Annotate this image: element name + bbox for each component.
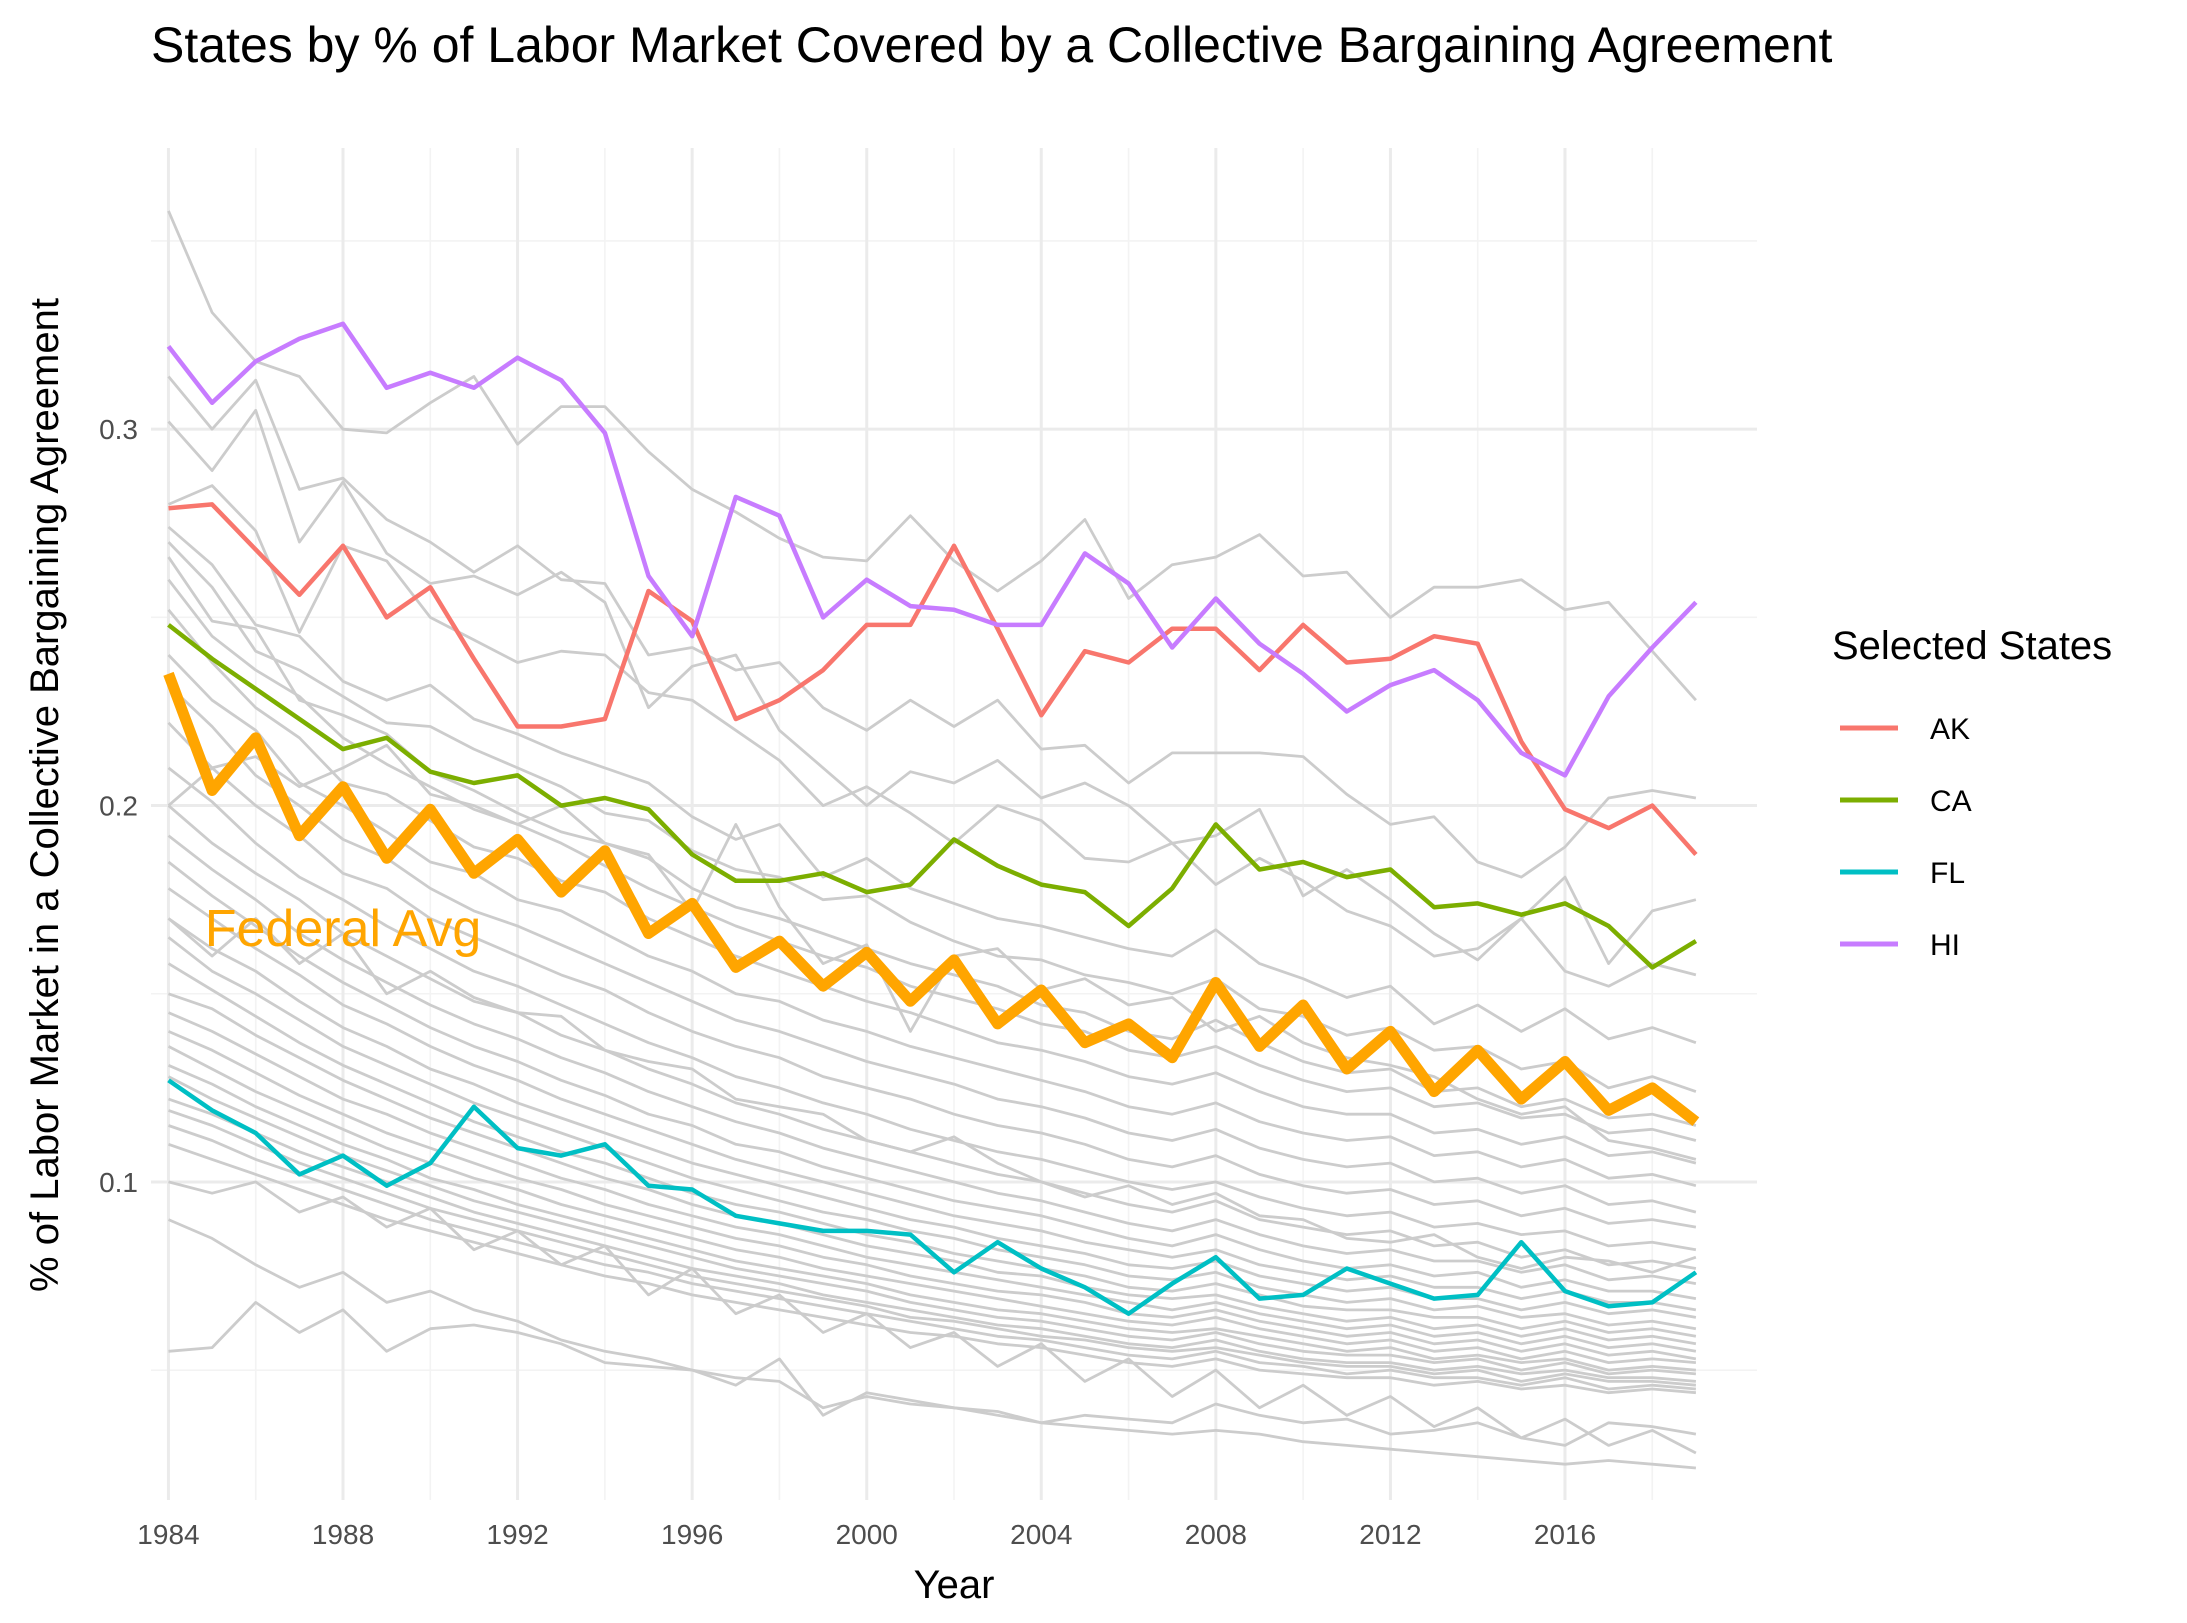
legend-label-fl: FL bbox=[1930, 857, 1965, 890]
chart-title: States by % of Labor Market Covered by a… bbox=[151, 17, 1833, 73]
x-tick-label: 2008 bbox=[1185, 1519, 1247, 1550]
legend-title: Selected States bbox=[1832, 624, 2112, 668]
other-states-lines bbox=[167, 210, 1697, 1470]
other-state-line-28 bbox=[168, 1109, 1697, 1387]
other-state-line-23 bbox=[167, 1030, 1697, 1361]
other-state-line-32 bbox=[167, 1218, 1697, 1447]
series-line-ak bbox=[168, 502, 1698, 856]
other-state-line-10 bbox=[167, 654, 1697, 1188]
x-tick-label: 2016 bbox=[1534, 1519, 1596, 1550]
other-state-line-21 bbox=[168, 992, 1697, 1346]
other-state-line-33 bbox=[168, 1301, 1697, 1470]
federal-avg-line bbox=[163, 671, 1700, 1127]
other-state-line-14 bbox=[167, 804, 1697, 1270]
x-tick-label: 2000 bbox=[836, 1519, 898, 1550]
other-state-line-24 bbox=[167, 1045, 1697, 1364]
other-state-line-17 bbox=[167, 887, 1697, 1312]
x-axis-title: Year bbox=[914, 1563, 995, 1607]
series-line-fl bbox=[167, 1078, 1698, 1316]
other-state-line-5 bbox=[167, 525, 1697, 1045]
grid-minor bbox=[151, 148, 1757, 1500]
y-tick-label: 0.2 bbox=[99, 791, 138, 822]
other-state-line-22 bbox=[167, 1011, 1697, 1353]
y-axis-ticks: 0.1 0.2 0.3 bbox=[99, 414, 138, 1198]
other-state-line-20 bbox=[167, 962, 1697, 1338]
x-tick-label: 1996 bbox=[661, 1519, 723, 1550]
other-state-line-25 bbox=[167, 1064, 1697, 1372]
other-state-line-13 bbox=[167, 766, 1697, 1252]
selected-state-lines bbox=[166, 321, 1698, 1316]
x-tick-label: 1984 bbox=[137, 1519, 199, 1550]
x-tick-label: 1992 bbox=[486, 1519, 548, 1550]
other-state-line-26 bbox=[167, 1075, 1697, 1376]
other-state-line-29 bbox=[168, 1124, 1697, 1391]
x-tick-label: 2012 bbox=[1359, 1519, 1421, 1550]
legend-label-ca: CA bbox=[1930, 785, 1972, 818]
legend-label-ak: AK bbox=[1930, 713, 1970, 746]
other-state-line-30 bbox=[168, 1142, 1697, 1395]
x-axis-ticks: 1984 1988 1992 1996 2000 2004 2008 2012 2016 bbox=[137, 1519, 1596, 1550]
y-tick-label: 0.3 bbox=[99, 414, 138, 445]
other-state-line-19 bbox=[167, 936, 1697, 1331]
other-state-line-15 bbox=[167, 834, 1697, 1285]
x-tick-label: 2004 bbox=[1010, 1519, 1072, 1550]
x-tick-label: 1988 bbox=[312, 1519, 374, 1550]
federal-avg-layer bbox=[163, 671, 1700, 1127]
other-state-line-6 bbox=[167, 541, 1697, 1093]
legend-items: AK CA FL HI bbox=[1840, 713, 1972, 962]
other-state-line-4 bbox=[167, 484, 1697, 988]
series-line-hi bbox=[166, 321, 1698, 778]
other-state-line-31 bbox=[168, 1180, 1697, 1455]
series-line-ca bbox=[167, 623, 1698, 970]
legend-label-hi: HI bbox=[1930, 929, 1960, 962]
other-state-line-11 bbox=[167, 684, 1697, 1214]
other-state-line-12 bbox=[167, 721, 1697, 1229]
y-tick-label: 0.1 bbox=[99, 1167, 138, 1198]
other-state-line-35 bbox=[167, 917, 1697, 1274]
other-state-line-27 bbox=[168, 1097, 1697, 1383]
y-axis-title: % of Labor Market in a Collective Bargai… bbox=[23, 298, 67, 1292]
other-state-line-16 bbox=[167, 860, 1697, 1300]
other-state-line-3 bbox=[167, 408, 1697, 965]
federal-avg-annotation: Federal Avg bbox=[205, 900, 482, 958]
legend: Selected States AK CA FL HI bbox=[1832, 624, 2112, 962]
other-state-line-2 bbox=[167, 375, 1697, 879]
other-state-line-1 bbox=[167, 210, 1697, 702]
